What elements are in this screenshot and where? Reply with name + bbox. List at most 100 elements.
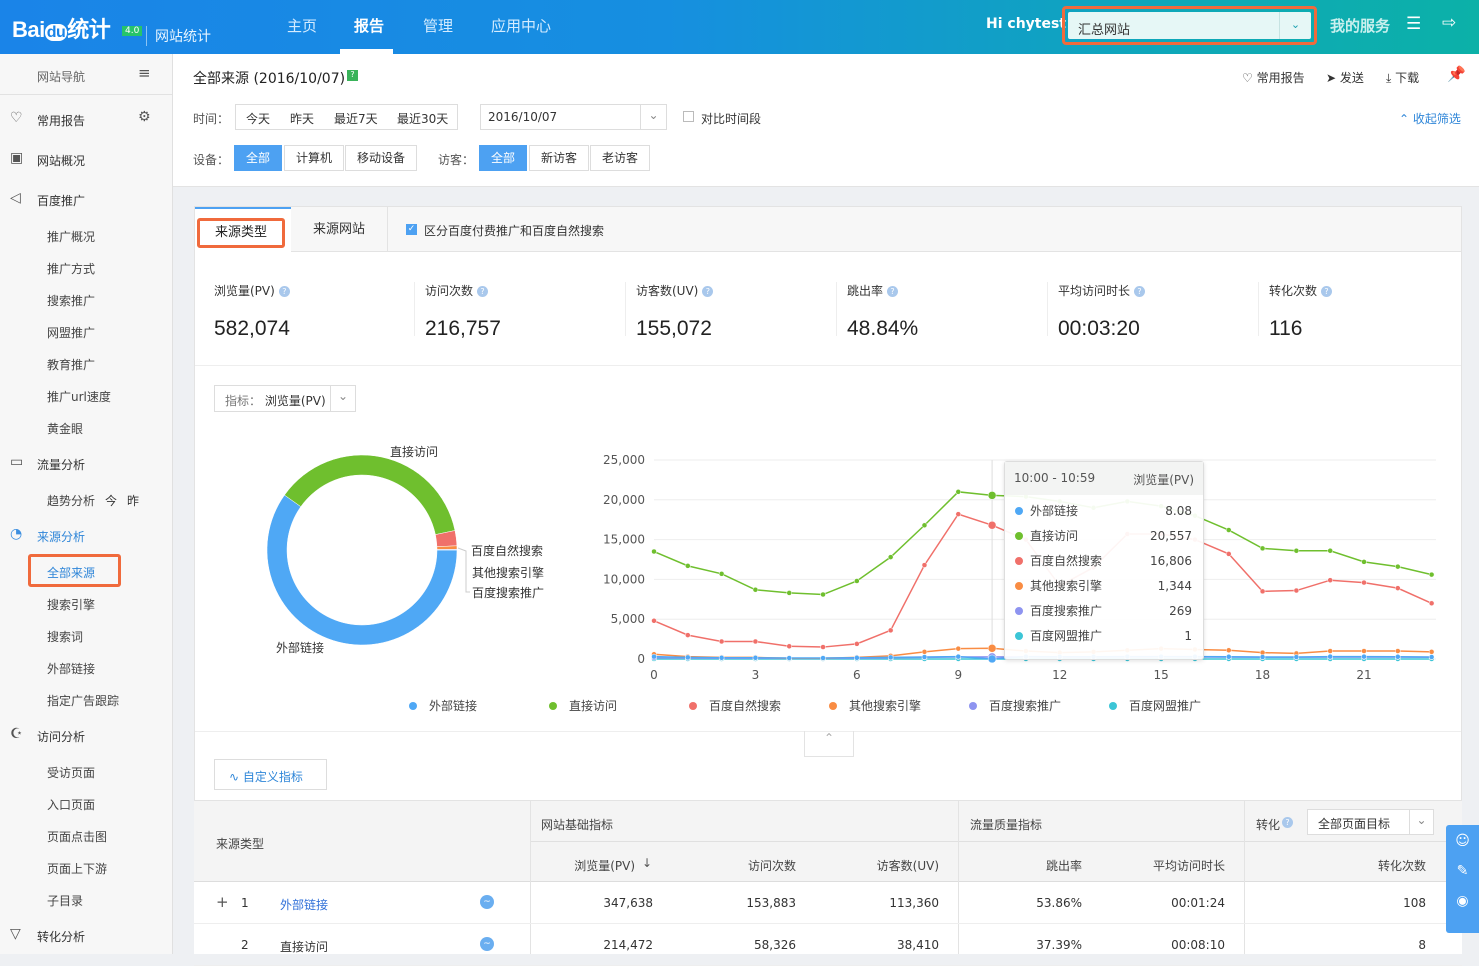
data-point[interactable] — [1226, 654, 1231, 659]
data-point[interactable] — [1429, 649, 1434, 654]
conversion-goal-value: 全部页面目标 — [1318, 817, 1390, 831]
data-point[interactable] — [652, 618, 657, 623]
data-point[interactable] — [988, 491, 996, 499]
cell-5: 108 — [1403, 896, 1426, 910]
legend-item[interactable]: 直接访问 — [549, 697, 617, 714]
group-conversion: 转化 — [1256, 816, 1280, 833]
data-point[interactable] — [719, 655, 724, 660]
data-point[interactable] — [888, 628, 893, 633]
data-point[interactable] — [787, 590, 792, 595]
data-point[interactable] — [854, 641, 859, 646]
data-point[interactable] — [685, 563, 690, 568]
data-point[interactable] — [652, 549, 657, 554]
column-header[interactable]: 浏览量(PV) — [574, 857, 635, 874]
data-point[interactable] — [1294, 655, 1299, 660]
data-point[interactable] — [1395, 586, 1400, 591]
col-source-type: 来源类型 — [216, 835, 264, 852]
trend-chart-icon[interactable]: ~ — [480, 895, 494, 909]
column-header[interactable]: 访客数(UV) — [877, 857, 939, 874]
legend-item[interactable]: 其他搜索引擎 — [829, 697, 921, 714]
trend-chart-icon[interactable]: ~ — [480, 937, 494, 951]
data-point[interactable] — [787, 656, 792, 661]
column-header[interactable]: 访问次数 — [748, 857, 796, 874]
data-point[interactable] — [956, 654, 961, 659]
data-point[interactable] — [1362, 654, 1367, 659]
data-point[interactable] — [1429, 601, 1434, 606]
divider — [530, 841, 1462, 842]
data-point[interactable] — [956, 646, 961, 651]
chevron-down-icon[interactable]: ⌄ — [1409, 810, 1433, 834]
column-header[interactable]: 平均访问时长 — [1153, 857, 1225, 874]
conversion-goal-select[interactable]: 全部页面目标 ⌄ — [1307, 809, 1434, 835]
data-point[interactable] — [753, 587, 758, 592]
data-point[interactable] — [821, 592, 826, 597]
data-point[interactable] — [854, 578, 859, 583]
edit-icon[interactable]: ✎ — [1446, 849, 1479, 879]
data-point[interactable] — [753, 655, 758, 660]
legend-item[interactable]: 外部链接 — [409, 697, 477, 714]
pie-slice[interactable] — [267, 495, 457, 645]
tooltip-series: 百度网盟推广 — [1015, 624, 1102, 649]
data-point[interactable] — [854, 655, 859, 660]
data-point[interactable] — [1395, 564, 1400, 569]
data-point[interactable] — [1362, 580, 1367, 585]
data-point[interactable] — [1328, 654, 1333, 659]
data-point[interactable] — [1260, 546, 1265, 551]
x-tick-label: 6 — [853, 668, 861, 682]
data-point[interactable] — [685, 633, 690, 638]
data-point[interactable] — [922, 649, 927, 654]
data-point[interactable] — [1260, 589, 1265, 594]
pie-slice[interactable] — [437, 549, 457, 550]
feedback-icon[interactable]: ☺ — [1446, 825, 1479, 849]
help-icon[interactable]: ? — [1282, 817, 1293, 828]
data-point[interactable] — [719, 571, 724, 576]
sort-desc-icon[interactable]: ↓ — [642, 856, 652, 870]
floating-toolbar: ☺ ✎ ◉ — [1446, 825, 1479, 933]
data-point[interactable] — [1395, 654, 1400, 659]
data-point[interactable] — [1260, 655, 1265, 660]
data-point[interactable] — [1328, 578, 1333, 583]
pie-slice[interactable] — [284, 455, 454, 535]
data-point[interactable] — [652, 654, 657, 659]
source-name[interactable]: 外部链接 — [280, 896, 328, 913]
wechat-icon[interactable]: ◉ — [1446, 879, 1479, 909]
column-header[interactable]: 转化次数 — [1378, 857, 1426, 874]
column-header[interactable]: 跳出率 — [1046, 857, 1082, 874]
data-point[interactable] — [1294, 588, 1299, 593]
data-point[interactable] — [1226, 648, 1231, 653]
data-point[interactable] — [988, 644, 996, 652]
data-point[interactable] — [685, 655, 690, 660]
data-point[interactable] — [1226, 528, 1231, 533]
expand-icon[interactable]: + — [216, 893, 229, 911]
legend-item[interactable]: 百度自然搜索 — [689, 697, 781, 714]
tooltip-series-name: 百度搜索推广 — [1030, 604, 1102, 618]
data-point[interactable] — [1362, 559, 1367, 564]
data-point[interactable] — [1226, 551, 1231, 556]
legend-item[interactable]: 百度搜索推广 — [969, 697, 1061, 714]
data-point[interactable] — [753, 639, 758, 644]
data-point[interactable] — [922, 563, 927, 568]
data-point[interactable] — [1328, 649, 1333, 654]
data-point[interactable] — [821, 645, 826, 650]
data-point[interactable] — [922, 655, 927, 660]
data-point[interactable] — [956, 512, 961, 517]
tooltip-series: 百度搜索推广 — [1015, 599, 1102, 624]
data-point[interactable] — [1328, 548, 1333, 553]
data-point[interactable] — [1362, 649, 1367, 654]
data-point[interactable] — [888, 655, 893, 660]
data-point[interactable] — [888, 555, 893, 560]
legend-item[interactable]: 百度网盟推广 — [1109, 697, 1201, 714]
data-point[interactable] — [1429, 572, 1434, 577]
pie-slice[interactable] — [437, 546, 457, 550]
data-point[interactable] — [1395, 649, 1400, 654]
data-point[interactable] — [956, 489, 961, 494]
data-point[interactable] — [988, 521, 996, 529]
data-point[interactable] — [1294, 548, 1299, 553]
data-point[interactable] — [922, 523, 927, 528]
data-point[interactable] — [821, 656, 826, 661]
data-point[interactable] — [1429, 655, 1434, 660]
data-point[interactable] — [719, 639, 724, 644]
data-point[interactable] — [787, 644, 792, 649]
data-point[interactable] — [988, 655, 996, 663]
tooltip-row: 百度网盟推广1 — [1005, 624, 1203, 649]
